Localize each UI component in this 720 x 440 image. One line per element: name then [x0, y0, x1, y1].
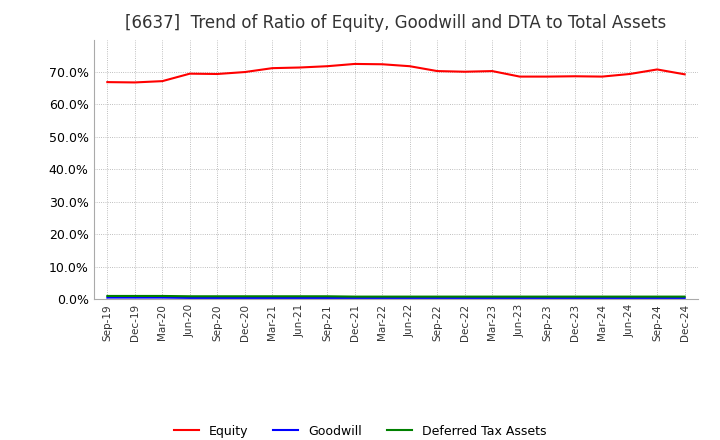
Deferred Tax Assets: [570, 294, 579, 299]
Deferred Tax Assets: [598, 294, 606, 299]
Equity: [186, 71, 194, 76]
Equity: [433, 69, 441, 74]
Deferred Tax Assets: [295, 293, 304, 299]
Deferred Tax Assets: [488, 294, 497, 299]
Deferred Tax Assets: [186, 293, 194, 299]
Equity: [488, 69, 497, 74]
Goodwill: [295, 295, 304, 301]
Equity: [268, 66, 276, 71]
Equity: [323, 63, 332, 69]
Goodwill: [213, 295, 222, 301]
Deferred Tax Assets: [405, 294, 414, 299]
Equity: [570, 73, 579, 79]
Goodwill: [598, 295, 606, 301]
Goodwill: [186, 295, 194, 301]
Goodwill: [433, 295, 441, 301]
Deferred Tax Assets: [378, 294, 387, 299]
Goodwill: [130, 295, 139, 300]
Deferred Tax Assets: [653, 294, 662, 299]
Equity: [626, 71, 634, 77]
Equity: [240, 70, 249, 75]
Equity: [598, 74, 606, 79]
Goodwill: [680, 295, 689, 301]
Goodwill: [653, 295, 662, 301]
Goodwill: [460, 295, 469, 301]
Goodwill: [516, 295, 524, 301]
Equity: [516, 74, 524, 79]
Title: [6637]  Trend of Ratio of Equity, Goodwill and DTA to Total Assets: [6637] Trend of Ratio of Equity, Goodwil…: [125, 15, 667, 33]
Line: Deferred Tax Assets: Deferred Tax Assets: [107, 296, 685, 297]
Goodwill: [240, 295, 249, 301]
Goodwill: [158, 295, 166, 300]
Goodwill: [488, 295, 497, 301]
Deferred Tax Assets: [268, 293, 276, 299]
Deferred Tax Assets: [323, 293, 332, 299]
Goodwill: [378, 295, 387, 301]
Equity: [351, 61, 359, 66]
Deferred Tax Assets: [460, 294, 469, 299]
Equity: [130, 80, 139, 85]
Equity: [213, 71, 222, 77]
Deferred Tax Assets: [351, 294, 359, 299]
Deferred Tax Assets: [433, 294, 441, 299]
Goodwill: [351, 295, 359, 301]
Equity: [378, 62, 387, 67]
Equity: [653, 67, 662, 72]
Goodwill: [268, 295, 276, 301]
Equity: [103, 80, 112, 85]
Line: Equity: Equity: [107, 64, 685, 82]
Equity: [680, 72, 689, 77]
Equity: [295, 65, 304, 70]
Goodwill: [570, 295, 579, 301]
Deferred Tax Assets: [516, 294, 524, 299]
Deferred Tax Assets: [543, 294, 552, 299]
Goodwill: [323, 295, 332, 301]
Goodwill: [405, 295, 414, 301]
Deferred Tax Assets: [213, 293, 222, 299]
Equity: [543, 74, 552, 79]
Deferred Tax Assets: [240, 293, 249, 299]
Goodwill: [626, 295, 634, 301]
Goodwill: [103, 295, 112, 300]
Goodwill: [543, 295, 552, 301]
Deferred Tax Assets: [130, 293, 139, 299]
Equity: [158, 78, 166, 84]
Deferred Tax Assets: [680, 294, 689, 299]
Deferred Tax Assets: [158, 293, 166, 299]
Legend: Equity, Goodwill, Deferred Tax Assets: Equity, Goodwill, Deferred Tax Assets: [168, 420, 552, 440]
Equity: [405, 63, 414, 69]
Equity: [460, 69, 469, 74]
Deferred Tax Assets: [626, 294, 634, 299]
Deferred Tax Assets: [103, 293, 112, 299]
